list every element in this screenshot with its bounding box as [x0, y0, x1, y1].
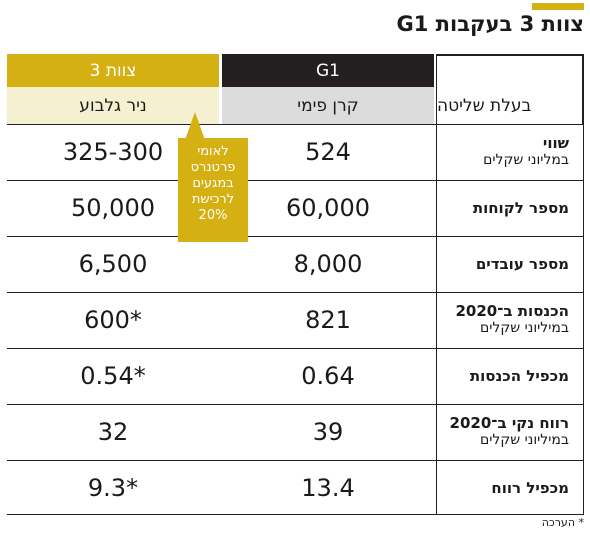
g1-value: 0.64 — [301, 362, 355, 390]
table-bottom-rule — [7, 514, 584, 515]
team3-value: 325-300 — [62, 138, 164, 166]
callout-line: לאומי — [197, 144, 229, 159]
g1-value: 60,000 — [286, 194, 370, 222]
team3-value: 9.3* — [87, 474, 139, 502]
footnote: * הערכה — [541, 516, 584, 529]
row-label-main: הכנסות ב־2020 — [455, 302, 569, 320]
callout-line: פרטנרס — [190, 160, 236, 175]
team3-value: 50,000 — [71, 194, 155, 222]
row-separator — [7, 460, 584, 461]
table-title: צוות 3 בעקבות G1 — [396, 12, 584, 36]
g1-value: 821 — [305, 306, 351, 334]
row-separator — [7, 292, 584, 293]
row-label-main: מספר עובדים — [475, 255, 569, 273]
owner-label: בעלת שליטה — [437, 87, 584, 124]
row-separator — [7, 124, 584, 125]
row-separator — [7, 348, 584, 349]
row-label: מכפיל הכנסות — [437, 367, 569, 385]
row-separator — [7, 236, 584, 237]
team3-value: 0.54* — [80, 362, 146, 390]
team3-value: 32 — [97, 418, 129, 446]
callout-note: לאומי פרטנרס במגעים לרכישת 20% — [178, 138, 248, 242]
row-label: רווח נקי ב־2020 במיליוני שקלים — [437, 414, 569, 449]
header-team3: צוות 3 — [7, 54, 219, 87]
g1-value: 39 — [312, 418, 344, 446]
row-label-unit: במיליוני שקלים — [479, 432, 569, 448]
title-accent-bar — [532, 3, 584, 10]
row-label-main: מכפיל רווח — [491, 479, 569, 497]
row-label: מספר לקוחות — [437, 199, 569, 217]
team3-value: 600* — [84, 306, 142, 334]
row-label-unit: במיליוני שקלים — [479, 320, 569, 336]
row-label: מספר עובדים — [437, 255, 569, 273]
row-label-main: רווח נקי ב־2020 — [449, 414, 569, 432]
team3-owner: ניר גלבוע — [7, 87, 219, 124]
right-border — [583, 54, 584, 514]
g1-value: 524 — [305, 138, 351, 166]
g1-owner: קרן פימי — [222, 87, 434, 124]
row-label-main: שווי — [542, 134, 569, 152]
row-label-unit: במליוני שקלים — [483, 152, 569, 168]
header-g1: G1 — [222, 54, 434, 87]
g1-value: 8,000 — [293, 250, 363, 278]
callout-line: לרכישת — [191, 192, 235, 207]
header-empty-cell — [437, 54, 584, 87]
row-label: שווי במליוני שקלים — [437, 134, 569, 169]
callout-pointer — [185, 112, 205, 140]
g1-value: 13.4 — [301, 474, 355, 502]
callout-line: במגעים — [192, 176, 234, 191]
row-label-main: מכפיל הכנסות — [469, 367, 569, 385]
row-label: מכפיל רווח — [437, 479, 569, 497]
row-separator — [7, 180, 584, 181]
row-label-main: מספר לקוחות — [472, 199, 569, 217]
label-divider — [436, 54, 437, 514]
callout-line: 20% — [198, 208, 228, 223]
row-separator — [7, 404, 584, 405]
row-label: הכנסות ב־2020 במיליוני שקלים — [437, 302, 569, 337]
team3-value: 6,500 — [78, 250, 148, 278]
